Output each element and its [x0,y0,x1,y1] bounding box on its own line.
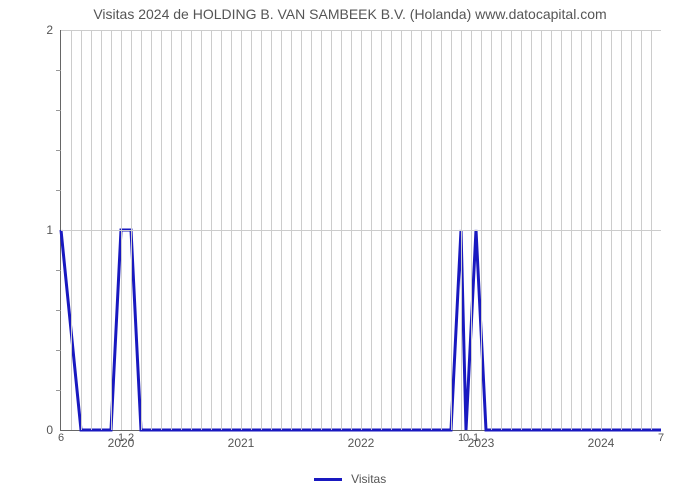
y-tick-label: 1 [46,223,61,237]
y-tick-label: 2 [46,23,61,37]
chart-container: Visitas 2024 de HOLDING B. VAN SAMBEEK B… [0,0,700,500]
legend: Visitas [0,472,700,486]
value-label: 1 [473,430,479,444]
x-year-label: 2021 [228,430,255,450]
y-minor-tick [56,310,61,311]
value-label: 7 [658,430,664,444]
grid-h [61,30,661,31]
chart-title: Visitas 2024 de HOLDING B. VAN SAMBEEK B… [0,6,700,22]
value-label: 2 [128,430,134,444]
value-label: 6 [58,430,64,444]
plot-area: 012202020212022202320246121017 [60,30,661,431]
y-minor-tick [56,270,61,271]
value-label: 0 [463,430,469,444]
legend-label: Visitas [351,472,386,486]
y-minor-tick [56,150,61,151]
legend-swatch [314,478,342,481]
y-minor-tick [56,390,61,391]
y-minor-tick [56,190,61,191]
value-label: 1 [118,430,124,444]
y-minor-tick [56,110,61,111]
x-year-label: 2024 [588,430,615,450]
y-minor-tick [56,350,61,351]
grid-h [61,230,661,231]
x-year-label: 2023 [468,430,495,450]
x-year-label: 2022 [348,430,375,450]
y-minor-tick [56,70,61,71]
